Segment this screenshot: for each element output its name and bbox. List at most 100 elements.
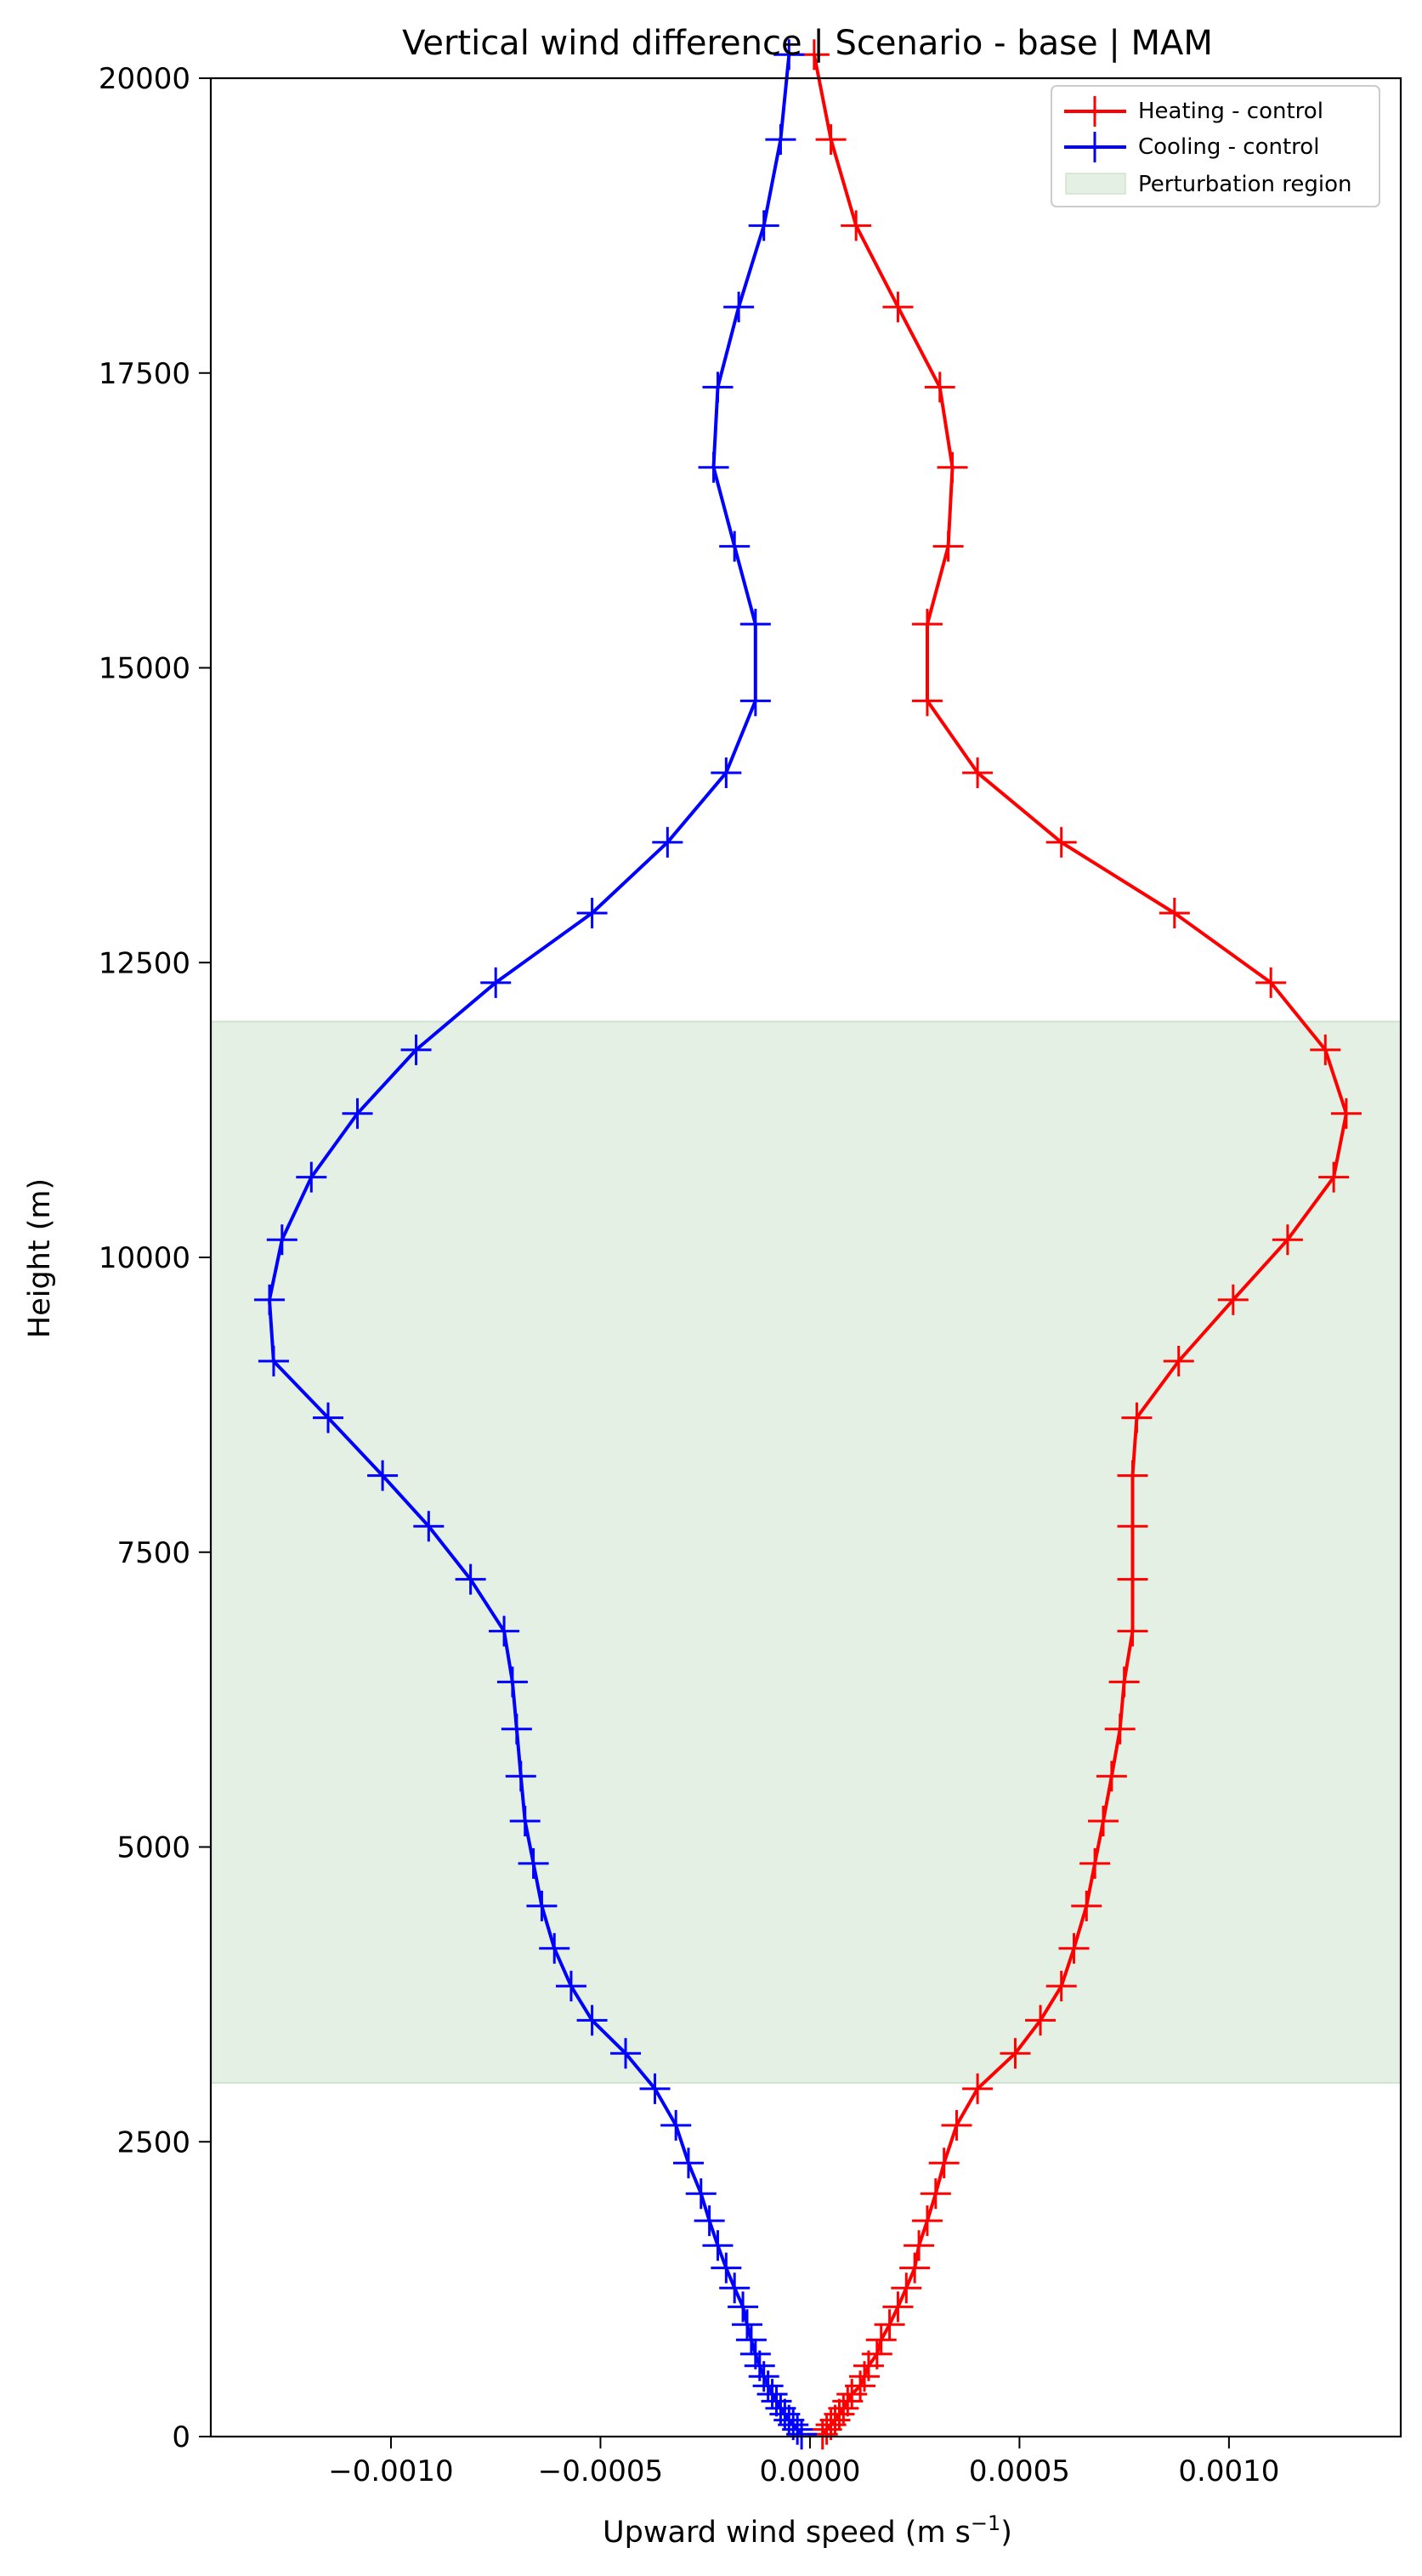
data-point-marker: [928, 2148, 960, 2179]
data-point-marker: [739, 685, 771, 717]
data-point-marker: [694, 2205, 725, 2237]
data-point-marker: [1071, 1890, 1102, 1921]
x-axis-label-main: Upward wind speed (m s: [603, 2516, 971, 2550]
data-point-marker: [882, 292, 914, 323]
data-point-marker: [937, 451, 968, 483]
data-point-marker: [702, 2230, 734, 2261]
data-point-marker: [824, 2398, 855, 2430]
data-point-marker: [761, 2386, 792, 2417]
series-heating: [798, 39, 1362, 2450]
data-point-marker: [313, 1402, 344, 1433]
x-axis-label-superscript: −1: [971, 2511, 1000, 2535]
data-point-marker: [509, 1805, 541, 1836]
data-point-marker: [865, 2324, 897, 2356]
data-point-marker: [526, 1890, 558, 1921]
data-point-marker: [769, 2398, 801, 2430]
data-point-marker: [685, 2178, 717, 2210]
data-point-marker: [739, 2338, 771, 2369]
data-point-marker: [836, 2379, 868, 2410]
data-point-marker: [832, 2386, 864, 2417]
data-point-marker: [702, 372, 734, 403]
data-point-marker: [904, 2230, 935, 2261]
data-point-marker: [1310, 1034, 1341, 1065]
data-point-marker: [911, 2205, 943, 2237]
data-point-marker: [1330, 1098, 1362, 1129]
legend-box: [1051, 85, 1380, 207]
data-point-marker: [1217, 1284, 1249, 1315]
data-point-marker: [1045, 1971, 1077, 2002]
data-point-marker: [1117, 1460, 1148, 1491]
data-point-marker: [496, 1666, 528, 1698]
x-tick-label: −0.0010: [328, 2454, 453, 2488]
data-point-marker: [853, 2350, 884, 2381]
y-tick-label: 7500: [116, 1536, 190, 1570]
data-point-marker: [1159, 898, 1190, 928]
data-point-marker: [1121, 1402, 1153, 1433]
data-point-marker: [1272, 1224, 1303, 1256]
data-point-marker: [1058, 1932, 1090, 1964]
data-point-marker: [455, 1563, 486, 1595]
data-point-marker: [1104, 1713, 1136, 1745]
chart-title: Vertical wind difference | Scenario - ba…: [402, 24, 1213, 63]
data-point-marker: [1117, 1511, 1148, 1542]
y-tick-label: 10000: [99, 1241, 190, 1275]
data-point-marker: [576, 2005, 608, 2036]
data-point-marker: [489, 1615, 520, 1647]
data-point-marker: [911, 685, 943, 717]
legend: Heating - control Cooling - control Pert…: [1051, 85, 1380, 207]
data-point-marker: [828, 2392, 859, 2424]
data-point-marker: [1117, 1615, 1148, 1647]
data-point-marker: [711, 757, 742, 788]
legend-entry-heating: Heating - control: [1064, 96, 1323, 127]
data-point-marker: [555, 1971, 586, 2002]
data-point-marker: [1117, 1563, 1148, 1595]
y-tick-label: 12500: [99, 946, 190, 980]
data-point-marker: [962, 2073, 994, 2104]
data-point-marker: [765, 124, 796, 156]
data-point-marker: [748, 210, 779, 241]
data-point-marker: [765, 2392, 796, 2424]
x-axis: −0.0010 −0.0005 0.0000 0.0005 0.0010: [328, 2437, 1279, 2488]
data-point-marker: [266, 1224, 297, 1256]
legend-label-heating: Heating - control: [1138, 99, 1323, 124]
data-point-marker: [296, 1161, 327, 1193]
data-point-marker: [861, 2338, 892, 2369]
legend-label-region: Perturbation region: [1138, 172, 1352, 197]
data-point-marker: [1088, 1805, 1119, 1836]
data-point-marker: [400, 1034, 432, 1065]
y-tick-label: 15000: [99, 652, 190, 686]
data-point-marker: [660, 2109, 692, 2141]
data-point-marker: [1108, 1666, 1140, 1698]
data-point-marker: [932, 531, 964, 562]
series-layer: [254, 39, 1362, 2450]
data-point-marker: [576, 898, 608, 928]
legend-entry-cooling: Cooling - control: [1064, 132, 1319, 162]
y-tick-label: 2500: [116, 2125, 190, 2159]
data-point-marker: [672, 2148, 704, 2179]
y-tick-label: 17500: [99, 357, 190, 391]
data-point-marker: [639, 2073, 671, 2104]
data-point-marker: [882, 2291, 914, 2323]
data-point-marker: [1025, 2005, 1057, 2036]
data-point-marker: [1079, 1847, 1111, 1879]
data-point-marker: [711, 2252, 742, 2284]
data-point-marker: [1000, 2038, 1031, 2069]
x-axis-label: Upward wind speed (m s−1): [603, 2511, 1012, 2550]
x-tick-label: −0.0005: [538, 2454, 663, 2488]
data-point-marker: [342, 1098, 373, 1129]
series-cooling: [254, 39, 818, 2450]
data-point-marker: [652, 826, 683, 858]
data-point-marker: [723, 292, 755, 323]
data-point-marker: [1318, 1161, 1350, 1193]
data-point-marker: [941, 2109, 972, 2141]
perturbation-region: [210, 1020, 1402, 2084]
data-point-marker: [815, 124, 847, 156]
y-axis: 0 2500 5000 7500 10000 12500 15000 17500 20000: [99, 62, 211, 2454]
x-axis-label-end: ): [1000, 2516, 1012, 2550]
data-point-marker: [773, 2404, 805, 2436]
data-point-marker: [735, 2324, 767, 2356]
data-point-marker: [367, 1460, 399, 1491]
data-point-marker: [480, 967, 512, 998]
data-point-marker: [1096, 1761, 1127, 1792]
